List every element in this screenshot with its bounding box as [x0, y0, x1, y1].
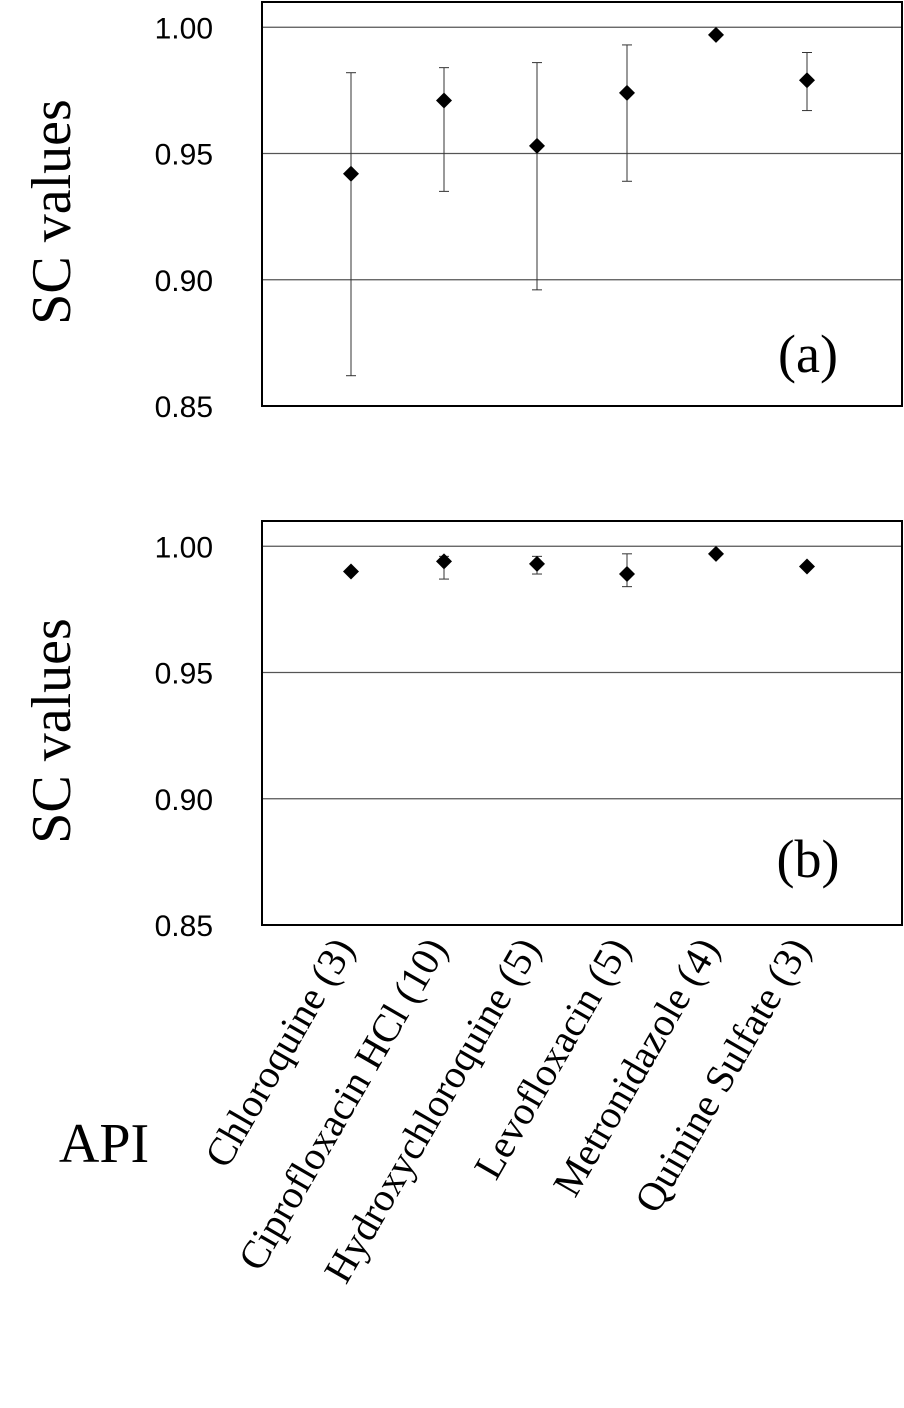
panel-b-gridlines	[262, 545, 902, 800]
panel-a: 0.85 0.90 0.95 1.00 SC values (a)	[21, 1, 903, 424]
y-tick-label: 0.95	[155, 139, 213, 172]
x-axis-label: API	[59, 1113, 149, 1175]
panel-b-y-tick-labels: 0.85 0.90 0.95 1.00	[155, 531, 213, 943]
data-point-marker	[436, 92, 452, 109]
data-point-marker	[529, 137, 545, 154]
data-point-marker	[619, 566, 635, 583]
y-tick-label: 0.95	[155, 658, 213, 691]
panel-b-data-points	[343, 545, 815, 588]
data-point-marker	[529, 555, 545, 572]
panel-a-y-axis-label: SC values	[21, 99, 83, 325]
panel-b-y-axis-label: SC values	[21, 618, 83, 844]
panel-a-y-tick-labels: 0.85 0.90 0.95 1.00	[155, 12, 213, 424]
data-point-marker	[436, 553, 452, 570]
x-category-labels: Chloroquine (3)Ciprofloxacin HCl (10)Hyd…	[196, 930, 819, 1290]
data-point-marker	[343, 165, 359, 182]
data-point-marker	[799, 72, 815, 89]
panel-b-plot-frame	[261, 520, 903, 926]
data-point-marker	[799, 558, 815, 575]
y-tick-label: 0.85	[155, 391, 213, 424]
panel-b: 0.85 0.90 0.95 1.00 SC values (b)	[21, 520, 903, 943]
data-point-marker	[708, 26, 724, 43]
y-tick-label: 1.00	[155, 12, 213, 45]
panel-a-plot-frame	[261, 1, 903, 407]
panel-a-data-points	[343, 26, 815, 377]
panel-b-label: (b)	[777, 829, 840, 889]
panel-a-label: (a)	[778, 324, 838, 384]
data-point-marker	[708, 545, 724, 562]
y-tick-label: 0.90	[155, 265, 213, 298]
y-tick-label: 1.00	[155, 531, 213, 564]
data-point-marker	[619, 84, 635, 101]
panel-a-gridlines	[262, 26, 902, 281]
y-tick-label: 0.90	[155, 784, 213, 817]
y-tick-label: 0.85	[155, 910, 213, 943]
data-point-marker	[343, 563, 359, 580]
